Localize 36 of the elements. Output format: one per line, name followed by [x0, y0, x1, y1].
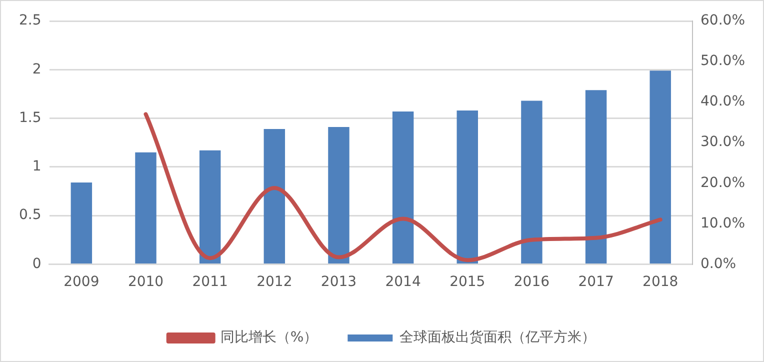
legend-label: 全球面板出货面积（亿平方米）	[400, 330, 596, 346]
x-tick-label: 2010	[128, 274, 164, 290]
x-tick-label: 2009	[64, 274, 100, 290]
y2-tick-label: 40.0%	[700, 94, 746, 110]
y2-tick-label: 10.0%	[700, 215, 746, 232]
x-tick-label: 2016	[514, 274, 550, 290]
y2-tick-label: 50.0%	[700, 53, 746, 70]
y-tick-label: 0.5	[19, 207, 42, 224]
bar	[585, 90, 607, 264]
y-tick-label: 1	[32, 158, 42, 175]
x-tick-label: 2017	[578, 274, 614, 290]
legend-label: 同比增长（%）	[220, 330, 318, 346]
x-tick-label: 2012	[256, 274, 292, 290]
y2-tick-label: 0.0%	[700, 256, 736, 272]
bar	[521, 100, 542, 264]
bar	[264, 128, 286, 264]
y2-tick-label: 30.0%	[700, 134, 746, 150]
y-tick-label: 2.5	[19, 12, 42, 29]
x-tick-label: 2013	[320, 274, 357, 290]
bar	[650, 70, 671, 264]
x-tick-label: 2011	[192, 274, 228, 290]
y2-tick-label: 60.0%	[700, 12, 746, 29]
line-series	[144, 112, 662, 262]
bar	[135, 152, 156, 264]
bar	[456, 110, 478, 264]
y2-tick-label: 20.0%	[700, 174, 746, 191]
y-tick-label: 1.5	[19, 110, 42, 126]
bar	[199, 150, 221, 264]
x-tick-label: 2018	[642, 274, 678, 290]
y-tick-label: 2	[32, 61, 42, 78]
bar	[70, 182, 92, 264]
y-tick-label: 0	[32, 256, 42, 272]
x-tick-label: 2014	[385, 274, 421, 290]
bar	[328, 127, 350, 264]
x-tick-label: 2015	[450, 274, 486, 290]
bar	[392, 111, 414, 264]
